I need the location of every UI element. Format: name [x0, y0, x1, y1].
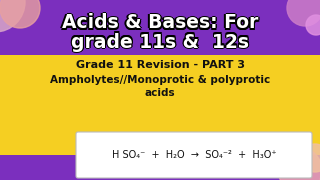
Text: Ampholytes//Monoprotic & polyprotic: Ampholytes//Monoprotic & polyprotic — [50, 75, 270, 85]
Text: grade 11s &  12s: grade 11s & 12s — [71, 34, 249, 53]
Text: grade 11s &  12s: grade 11s & 12s — [71, 31, 249, 50]
Circle shape — [306, 15, 320, 35]
Bar — [0, 55, 320, 155]
Text: Acids & Bases: For: Acids & Bases: For — [62, 12, 258, 31]
Text: Acids & Bases: For: Acids & Bases: For — [63, 15, 259, 33]
Circle shape — [287, 0, 320, 26]
Text: grade 11s &  12s: grade 11s & 12s — [70, 33, 248, 53]
Text: grade 11s &  12s: grade 11s & 12s — [69, 33, 247, 51]
Text: Acids & Bases: For: Acids & Bases: For — [62, 14, 258, 33]
Text: Grade 11 Revision - PART 3: Grade 11 Revision - PART 3 — [76, 60, 244, 70]
Text: Acids & Bases: For: Acids & Bases: For — [61, 14, 257, 33]
Bar — [0, 155, 320, 180]
Text: grade 11s &  12s: grade 11s & 12s — [73, 33, 251, 51]
Text: grade 11s &  12s: grade 11s & 12s — [72, 33, 250, 53]
Text: acids: acids — [145, 88, 175, 98]
Text: grade 11s &  12s: grade 11s & 12s — [70, 31, 248, 51]
Circle shape — [278, 148, 320, 180]
Circle shape — [0, 0, 25, 32]
Circle shape — [301, 144, 320, 172]
Text: Acids & Bases: For: Acids & Bases: For — [62, 12, 258, 32]
Text: Acids & Bases: For: Acids & Bases: For — [63, 14, 260, 33]
Text: Acids & Bases: For: Acids & Bases: For — [62, 15, 258, 33]
Text: Acids & Bases: For: Acids & Bases: For — [61, 12, 257, 32]
Text: Acids & Bases: For: Acids & Bases: For — [62, 15, 258, 34]
FancyBboxPatch shape — [76, 132, 312, 178]
Text: grade 11s &  12s: grade 11s & 12s — [70, 33, 248, 51]
Text: H SO₄⁻  +  H₂O  →  SO₄⁻²  +  H₃O⁺: H SO₄⁻ + H₂O → SO₄⁻² + H₃O⁺ — [112, 150, 276, 160]
Text: grade 11s &  12s: grade 11s & 12s — [71, 33, 249, 53]
Text: grade 11s &  12s: grade 11s & 12s — [72, 31, 250, 51]
Text: Acids & Bases: For: Acids & Bases: For — [61, 15, 257, 33]
Text: grade 11s &  12s: grade 11s & 12s — [71, 33, 249, 51]
Text: Acids & Bases: For: Acids & Bases: For — [63, 14, 259, 33]
Text: grade 11s &  12s: grade 11s & 12s — [72, 33, 250, 51]
Circle shape — [0, 0, 40, 28]
Text: grade 11s &  12s: grade 11s & 12s — [71, 31, 249, 51]
Text: Acids & Bases: For: Acids & Bases: For — [60, 14, 257, 33]
Text: Acids & Bases: For: Acids & Bases: For — [63, 12, 259, 32]
